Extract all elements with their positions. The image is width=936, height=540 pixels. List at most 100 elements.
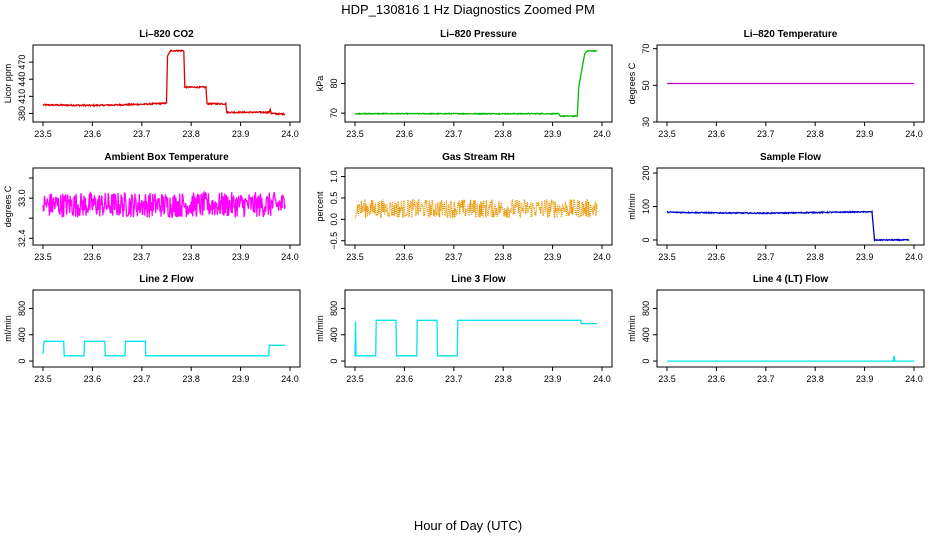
panel-li820-temperature: Li–820 Temperature 23.5 23.6 23.7 23.8 23.9 24… [627,29,925,139]
x-tick-label: 24.0 [905,374,923,384]
y-tick-label: 0 [329,359,339,364]
x-tick-label: 23.7 [133,129,151,139]
y-tick-label: 80 [329,78,339,88]
panel-line2-flow: Line 2 Flow 23.5 23.6 23.7 23.8 23.9 24.0 0 400 8… [3,274,301,384]
x-axis-label: Hour of Day (UTC) [413,518,523,533]
x-tick-label: 23.9 [232,129,250,139]
panel-ambient-box-temperature: Ambient Box Temperature 23.5 23.6 23.7 23.8 2… [3,152,301,262]
y-axis-title: degrees C [3,185,13,227]
x-tick-label: 23.9 [856,374,874,384]
plot-frame [656,167,925,246]
x-tick-label: 23.7 [133,252,151,262]
x-tick-label: 23.6 [396,374,414,384]
series-line [666,210,910,243]
y-tick-label: 70 [329,108,339,118]
y-tick-label: 0 [17,359,27,364]
panel-line4-flow: Line 4 (LT) Flow 23.5 23.6 23.7 23.8 23.9 24.0… [627,274,925,384]
x-tick-label: 24.0 [593,129,611,139]
plot-frame [344,167,613,246]
y-tick-label: 30 [641,117,651,127]
panel-title: Line 3 Flow [451,274,506,285]
x-tick-label: 23.6 [396,252,414,262]
x-tick-label: 23.5 [346,129,364,139]
y-tick-label: 0.5 [329,192,339,205]
x-tick-label: 24.0 [905,252,923,262]
series-line [354,198,598,219]
x-tick-label: 23.8 [806,129,824,139]
y-tick-label: 400 [641,327,651,342]
series-line [42,340,286,357]
x-tick-label: 23.9 [856,252,874,262]
y-tick-label: 800 [329,301,339,316]
y-tick-label: 1.0 [329,170,339,183]
x-tick-label: 23.9 [232,252,250,262]
x-tick-label: 23.5 [346,252,364,262]
x-tick-label: 24.0 [593,252,611,262]
y-tick-label: 380 [17,106,27,121]
x-tick-label: 23.8 [182,129,200,139]
x-tick-label: 23.8 [182,252,200,262]
series-line [354,319,598,357]
panel-title: Ambient Box Temperature [104,152,229,163]
y-axis-title: percent [315,191,325,222]
x-tick-label: 23.9 [544,252,562,262]
y-axis-title: ml/min [3,315,13,342]
panel-title: Line 2 Flow [139,274,194,285]
panel-gas-stream-rh: Gas Stream RH 23.5 23.6 23.7 23.8 23.9 24.0 −0.… [315,152,613,262]
panel-li820-co2: Li–820 CO2 23.5 23.6 23.7 23.8 23.9 24.0 380 410… [3,29,301,139]
series-line [354,49,598,118]
y-axis-title: ml/min [627,315,637,342]
x-tick-label: 23.6 [396,129,414,139]
y-axis-title: ml/min [315,315,325,342]
x-tick-label: 23.6 [84,374,102,384]
x-tick-label: 23.9 [232,374,250,384]
panel-title: Gas Stream RH [442,152,515,163]
y-tick-label: 50 [641,80,651,90]
y-tick-label: 410 [17,89,27,104]
y-tick-label: 70 [641,44,651,54]
x-tick-label: 23.7 [757,252,775,262]
x-tick-label: 24.0 [281,374,299,384]
panel-title: Li–820 Temperature [744,29,838,40]
x-tick-label: 23.9 [544,129,562,139]
x-tick-label: 23.8 [494,252,512,262]
y-tick-label: 0 [641,237,651,242]
x-tick-label: 23.5 [346,374,364,384]
y-tick-label: 33.0 [17,189,27,207]
y-tick-label: 400 [17,327,27,342]
x-tick-label: 23.8 [494,374,512,384]
y-tick-label: 440 [17,72,27,87]
panel-title: Sample Flow [760,152,821,163]
y-tick-label: 32.4 [17,230,27,248]
panel-title: Li–820 CO2 [139,29,194,40]
y-axis-title: kPa [315,76,325,92]
x-tick-label: 23.8 [494,129,512,139]
x-tick-label: 24.0 [593,374,611,384]
y-axis-title: Licor ppm [3,64,13,104]
x-tick-label: 23.5 [34,129,52,139]
x-tick-label: 23.8 [806,252,824,262]
y-tick-label: 200 [641,166,651,181]
plot-frame [32,289,301,368]
y-axis-title: degrees C [627,62,637,104]
x-tick-label: 23.7 [445,129,463,139]
panel-title: Li–820 Pressure [440,29,517,40]
x-tick-label: 23.5 [658,129,676,139]
plot-frame [344,289,613,368]
x-tick-label: 23.5 [658,374,676,384]
x-tick-label: 23.6 [84,129,102,139]
panel-li820-pressure: Li–820 Pressure 23.5 23.6 23.7 23.8 23.9 24.0 7… [315,29,613,139]
y-tick-label: 400 [329,327,339,342]
plot-frame [656,289,925,368]
x-tick-label: 23.7 [445,252,463,262]
x-tick-label: 23.7 [757,129,775,139]
x-tick-label: 24.0 [905,129,923,139]
series-line [42,190,286,219]
y-tick-label: 0 [641,359,651,364]
y-tick-label: 800 [17,301,27,316]
y-tick-label: −0.5 [329,232,339,250]
x-tick-label: 23.6 [84,252,102,262]
x-tick-label: 23.7 [133,374,151,384]
plot-frame [32,44,301,123]
